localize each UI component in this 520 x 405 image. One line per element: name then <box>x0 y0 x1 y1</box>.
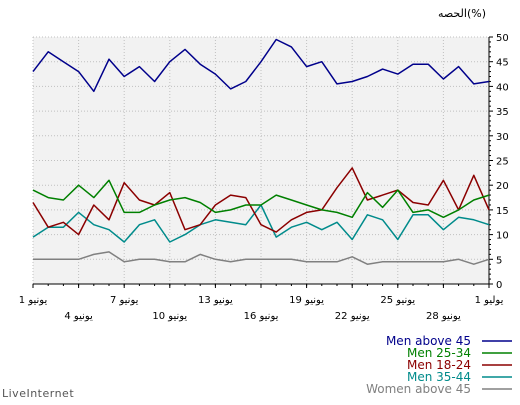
y-tick-label: 45 <box>496 58 509 69</box>
series-line <box>33 251 490 265</box>
grid <box>32 36 490 285</box>
series-lines <box>32 38 490 265</box>
legend-label: Men 18-24 <box>407 358 471 372</box>
x-tick-label: 19 يونيو <box>289 295 324 306</box>
y-tick-label: 35 <box>496 107 509 118</box>
x-tick-label: 4 يونيو <box>64 311 93 322</box>
y-tick-label: 50 <box>496 33 509 44</box>
x-tick-label: 10 يونيو <box>152 311 187 322</box>
y-tick-label: 5 <box>496 255 502 266</box>
legend-label: Men 35-44 <box>407 370 471 384</box>
y-axis: 0 5 10 15 20 25 30 35 40 45 50 <box>488 33 509 291</box>
series-line <box>32 179 490 219</box>
y-tick-label: 25 <box>496 157 509 168</box>
x-tick-label: 22 يونيو <box>335 311 370 322</box>
x-tick-label: 7 يونيو <box>110 295 139 306</box>
legend-label: Men above 45 <box>386 334 471 348</box>
series-line <box>32 167 490 236</box>
y-tick-label: 0 <box>496 280 502 291</box>
x-axis: 1 يوليو 28 يونيو 25 يونيو 22 يونيو 19 يونيو 1… <box>19 283 504 322</box>
brand-label: LiveInternet <box>2 387 75 400</box>
y-tick-label: 10 <box>496 231 509 242</box>
x-tick-label: 1 يونيو <box>19 295 48 306</box>
unit-label: الحصه(%) <box>438 7 486 20</box>
legend-label: Men 25-34 <box>407 346 471 360</box>
legend-label: Women above 45 <box>366 382 471 396</box>
y-tick-label: 40 <box>496 82 509 93</box>
y-tick-label: 15 <box>496 206 509 217</box>
x-tick-label: 1 يوليو <box>475 295 504 306</box>
x-tick-label: 25 يونيو <box>380 295 415 306</box>
x-tick-label: 16 يونيو <box>244 311 279 322</box>
x-tick-label: 13 يونيو <box>198 295 233 306</box>
y-tick-label: 20 <box>496 181 509 192</box>
series-line <box>32 38 490 93</box>
x-tick-label: 28 يونيو <box>426 311 461 322</box>
y-tick-label: 30 <box>496 132 509 143</box>
